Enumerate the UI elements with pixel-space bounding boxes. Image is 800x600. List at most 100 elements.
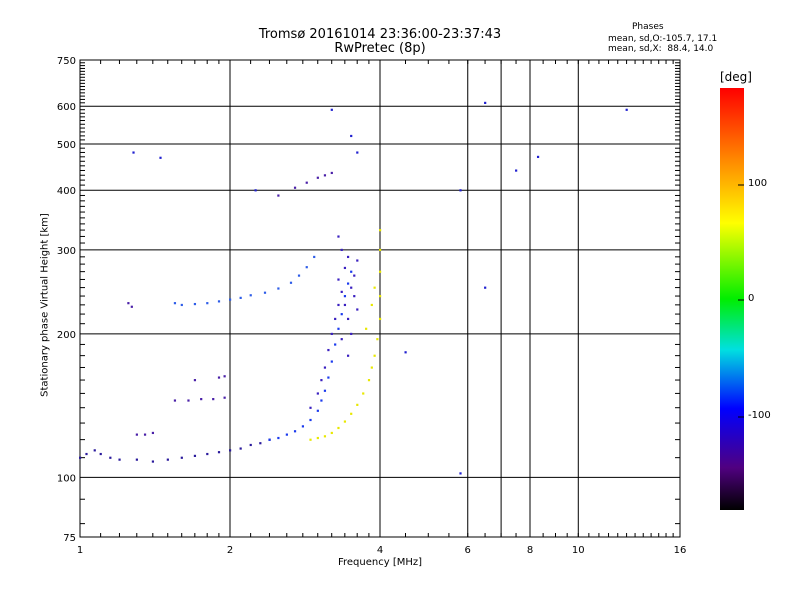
- data-point: [346, 282, 350, 285]
- x-tick-label: 4: [377, 545, 383, 556]
- x-tick-label: 1: [77, 545, 83, 556]
- data-point: [132, 151, 135, 154]
- data-point: [327, 348, 330, 352]
- data-point: [193, 454, 197, 457]
- data-point: [346, 255, 350, 259]
- data-point: [536, 155, 540, 159]
- x-tick-label: 8: [527, 545, 533, 556]
- x-tick-label: 10: [572, 545, 585, 556]
- colorbar-tick-label: 0: [748, 293, 755, 304]
- data-point: [193, 379, 197, 382]
- y-tick-label: 400: [57, 186, 76, 197]
- data-point: [327, 376, 330, 379]
- data-point: [173, 302, 177, 305]
- data-point: [337, 327, 340, 330]
- data-point: [200, 398, 203, 401]
- data-point: [285, 433, 288, 436]
- x-tick-label: 6: [465, 545, 471, 556]
- data-point: [316, 409, 319, 412]
- data-point: [143, 433, 147, 436]
- data-point: [343, 295, 347, 298]
- data-point: [130, 305, 133, 308]
- data-point: [277, 436, 280, 440]
- data-point: [309, 438, 312, 441]
- data-point: [293, 186, 297, 189]
- data-point: [180, 456, 183, 459]
- data-point: [484, 286, 487, 289]
- data-point: [343, 420, 347, 423]
- data-point: [346, 354, 350, 357]
- data-point: [337, 303, 340, 307]
- data-point: [293, 430, 297, 433]
- data-point: [316, 392, 319, 395]
- y-tick-label: 750: [57, 56, 76, 67]
- data-point: [334, 317, 337, 321]
- data-point: [459, 472, 462, 475]
- data-point: [316, 436, 319, 440]
- stats-x-mode: mean, sd,X: 88.4, 14.0: [608, 44, 714, 54]
- data-point: [350, 286, 353, 289]
- data-point: [370, 303, 373, 307]
- data-point: [337, 426, 340, 430]
- colorbar-tick-label: 100: [748, 178, 768, 189]
- data-point: [330, 171, 333, 175]
- data-point: [379, 317, 382, 321]
- stats-heading: Phases: [632, 22, 664, 32]
- data-point: [350, 412, 353, 415]
- data-point: [229, 449, 232, 452]
- data-point: [118, 458, 121, 461]
- y-tick-label: 200: [57, 330, 76, 341]
- data-point: [370, 366, 373, 369]
- data-point: [309, 418, 312, 422]
- data-point: [239, 296, 242, 299]
- data-point: [239, 447, 242, 450]
- tick-labels: 1 2 4 6 8 10 16 75 100 200 300 400 500 600 750: [57, 56, 686, 556]
- minor-ticks: [80, 60, 680, 537]
- data-point: [376, 338, 379, 341]
- data-point: [404, 351, 407, 354]
- data-point: [330, 431, 333, 435]
- data-point: [323, 389, 327, 392]
- data-point: [289, 281, 293, 284]
- data-point: [353, 295, 356, 298]
- data-point: [268, 438, 271, 441]
- data-point: [229, 298, 232, 301]
- data-point: [159, 156, 162, 159]
- data-point: [309, 406, 312, 409]
- data-point: [99, 452, 102, 456]
- chart-subtitle: RwPretec (8p): [334, 41, 426, 56]
- data-point: [367, 379, 371, 382]
- y-tick-label: 600: [57, 102, 76, 113]
- data-point: [151, 460, 155, 463]
- data-point: [206, 302, 209, 305]
- data-point: [316, 176, 319, 179]
- colorbar-ticks: [738, 184, 744, 418]
- data-point: [515, 169, 518, 172]
- data-point: [212, 398, 215, 401]
- data-point: [337, 278, 340, 281]
- data-point: [85, 452, 88, 456]
- chart-title: Tromsø 20161014 23:36:00-23:37:43: [258, 27, 502, 42]
- stats-o-mode: mean, sd,O:-105.7, 17.1: [608, 34, 718, 44]
- data-point: [340, 338, 343, 341]
- data-point: [180, 303, 183, 307]
- colorbar: [720, 88, 744, 510]
- data-point: [323, 435, 327, 438]
- data-point: [217, 376, 221, 379]
- data-point: [484, 101, 487, 105]
- x-tick-label: 16: [674, 545, 687, 556]
- data-point: [249, 294, 252, 297]
- data-point: [263, 291, 267, 294]
- data-point: [362, 392, 365, 395]
- x-axis-label: Frequency [MHz]: [337, 557, 423, 568]
- data-point: [277, 287, 280, 290]
- data-point: [254, 189, 257, 192]
- y-axis-label: Stationary phase Virtual Height [km]: [39, 213, 51, 397]
- data-point: [379, 229, 382, 232]
- data-point: [173, 399, 177, 402]
- data-point: [206, 452, 209, 456]
- data-point: [223, 396, 226, 399]
- data-point: [166, 458, 169, 461]
- data-point: [301, 425, 305, 428]
